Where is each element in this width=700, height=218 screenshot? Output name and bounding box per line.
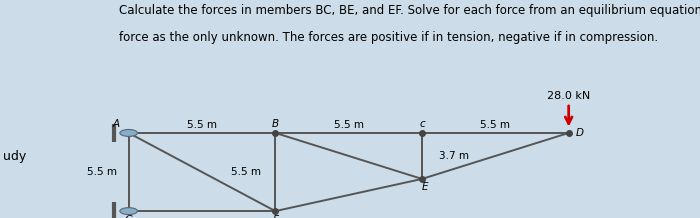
Text: F: F — [272, 215, 279, 218]
Text: 5.5 m: 5.5 m — [480, 120, 510, 130]
Text: 5.5 m: 5.5 m — [88, 167, 118, 177]
Text: G: G — [125, 215, 133, 218]
Text: D: D — [575, 128, 584, 138]
Text: 5.5 m: 5.5 m — [334, 120, 364, 130]
Text: B: B — [272, 119, 279, 129]
Text: c: c — [419, 119, 425, 129]
Text: force as the only unknown. The forces are positive if in tension, negative if in: force as the only unknown. The forces ar… — [119, 31, 658, 44]
Circle shape — [120, 208, 137, 215]
Text: E: E — [421, 182, 428, 192]
Text: udy: udy — [4, 150, 27, 164]
Text: 5.5 m: 5.5 m — [231, 167, 261, 177]
Text: 28.0 kN: 28.0 kN — [547, 91, 590, 101]
Text: 3.7 m: 3.7 m — [440, 151, 469, 161]
Text: 5.5 m: 5.5 m — [187, 120, 217, 130]
Text: Calculate the forces in members BC, BE, and EF. Solve for each force from an equ: Calculate the forces in members BC, BE, … — [119, 4, 700, 17]
Text: A: A — [113, 119, 120, 129]
Circle shape — [120, 129, 137, 136]
